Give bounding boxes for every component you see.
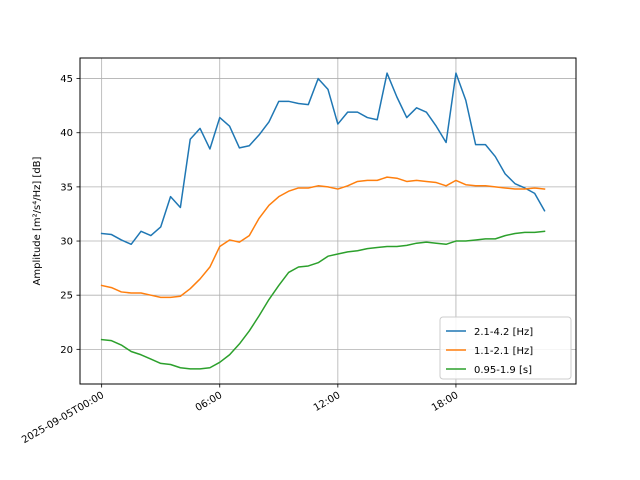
y-tick-label: 45 bbox=[60, 74, 73, 85]
y-axis-label: Amplitude [m²/s⁴/Hz] [dB] bbox=[32, 156, 43, 285]
series-layer bbox=[100, 72, 546, 370]
y-tick-label: 25 bbox=[60, 291, 73, 302]
y-tick-label: 35 bbox=[60, 182, 73, 193]
grid-lines bbox=[80, 58, 576, 384]
legend-label: 2.1-4.2 [Hz] bbox=[474, 327, 533, 338]
series-line-3 bbox=[100, 230, 546, 370]
y-tick-label: 40 bbox=[60, 128, 73, 139]
legend-label: 0.95-1.9 [s] bbox=[474, 365, 532, 376]
series-line-1 bbox=[100, 72, 546, 246]
axes-frame bbox=[79, 57, 577, 385]
legend-box bbox=[439, 316, 572, 380]
legend: 2.1-4.2 [Hz] 1.1-2.1 [Hz] 0.95-1.9 [s] bbox=[439, 316, 572, 380]
series-line-2 bbox=[100, 176, 546, 299]
y-tick-label: 20 bbox=[60, 345, 73, 356]
legend-label: 1.1-2.1 [Hz] bbox=[474, 346, 533, 357]
y-tick-label: 30 bbox=[60, 237, 73, 248]
